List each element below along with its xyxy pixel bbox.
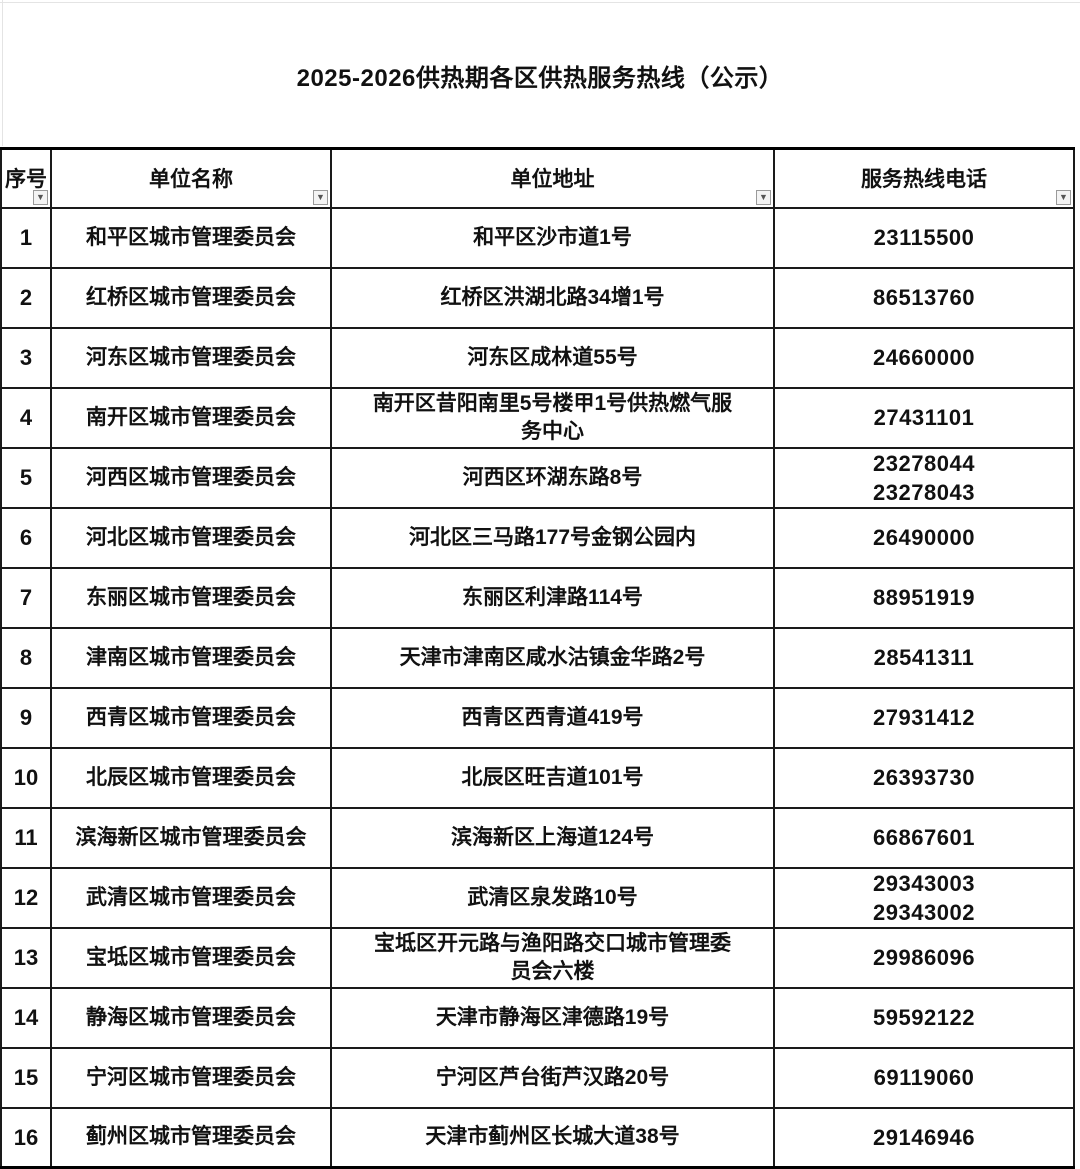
cell-hotline-phone: 69119060 [773,1046,1075,1109]
cell-unit-name: 宝坻区城市管理委员会 [50,926,332,989]
filter-dropdown-icon[interactable]: ▼ [756,189,771,205]
cell-unit-address: 西青区西青道419号 [330,686,775,749]
cell-hotline-phone: 29343003 29343002 [773,866,1075,929]
cell-hotline-phone: 26393730 [773,746,1075,809]
cell-row-number: 7 [0,566,52,629]
cell-row-number: 14 [0,986,52,1049]
filter-dropdown-icon[interactable]: ▼ [313,189,328,205]
cell-unit-name: 北辰区城市管理委员会 [50,746,332,809]
header-row: 序号 ▼ 单位名称 ▼ 单位地址 ▼ 服务热线电话 ▼ [0,147,1075,209]
cell-unit-name: 宁河区城市管理委员会 [50,1046,332,1109]
cell-unit-name: 津南区城市管理委员会 [50,626,332,689]
cell-unit-address: 北辰区旺吉道101号 [330,746,775,809]
cell-unit-address: 和平区沙市道1号 [330,206,775,269]
cell-row-number: 2 [0,266,52,329]
header-label-address: 单位地址 [510,168,595,192]
table-header: 序号 ▼ 单位名称 ▼ 单位地址 ▼ 服务热线电话 ▼ [0,147,1075,209]
hotline-table: 序号 ▼ 单位名称 ▼ 单位地址 ▼ 服务热线电话 ▼ 1 和平区城市管理委员会… [0,147,1075,1169]
cell-row-number: 15 [0,1046,52,1109]
table-row: 9 西青区城市管理委员会 西青区西青道419号 27931412 [0,686,1075,749]
table-row: 16 蓟州区城市管理委员会 天津市蓟州区长城大道38号 29146946 [0,1106,1075,1169]
table-body: 1 和平区城市管理委员会 和平区沙市道1号 23115500 2 红桥区城市管理… [0,206,1075,1169]
cell-unit-name: 南开区城市管理委员会 [50,386,332,449]
table-row: 10 北辰区城市管理委员会 北辰区旺吉道101号 26393730 [0,746,1075,809]
cell-unit-name: 和平区城市管理委员会 [50,206,332,269]
cell-hotline-phone: 23278044 23278043 [773,446,1075,509]
table-row: 14 静海区城市管理委员会 天津市静海区津德路19号 59592122 [0,986,1075,1049]
cell-hotline-phone: 27931412 [773,686,1075,749]
cell-row-number: 8 [0,626,52,689]
cell-hotline-phone: 29146946 [773,1106,1075,1169]
cell-unit-address: 红桥区洪湖北路34增1号 [330,266,775,329]
cell-row-number: 4 [0,386,52,449]
cell-row-number: 1 [0,206,52,269]
cell-hotline-phone: 66867601 [773,806,1075,869]
cell-row-number: 6 [0,506,52,569]
table-row: 6 河北区城市管理委员会 河北区三马路177号金钢公园内 26490000 [0,506,1075,569]
cell-hotline-phone: 27431101 [773,386,1075,449]
cell-row-number: 13 [0,926,52,989]
cell-unit-name: 静海区城市管理委员会 [50,986,332,1049]
cell-row-number: 5 [0,446,52,509]
header-label-phone: 服务热线电话 [861,168,987,192]
cell-row-number: 12 [0,866,52,929]
table-row: 5 河西区城市管理委员会 河西区环湖东路8号 23278044 23278043 [0,446,1075,509]
cell-hotline-phone: 26490000 [773,506,1075,569]
page-gridline-top [0,2,1080,3]
cell-unit-address: 南开区昔阳南里5号楼甲1号供热燃气服 务中心 [330,386,775,449]
table-row: 12 武清区城市管理委员会 武清区泉发路10号 29343003 2934300… [0,866,1075,929]
cell-unit-name: 蓟州区城市管理委员会 [50,1106,332,1169]
cell-unit-address: 天津市蓟州区长城大道38号 [330,1106,775,1169]
header-label-name: 单位名称 [149,168,233,192]
table-row: 2 红桥区城市管理委员会 红桥区洪湖北路34增1号 86513760 [0,266,1075,329]
cell-hotline-phone: 23115500 [773,206,1075,269]
header-cell-address: 单位地址 ▼ [330,147,775,209]
cell-unit-name: 滨海新区城市管理委员会 [50,806,332,869]
header-label-no: 序号 [5,168,47,192]
header-cell-no: 序号 ▼ [0,147,52,209]
page-title: 2025-2026供热期各区供热服务热线（公示） [296,65,784,92]
cell-hotline-phone: 59592122 [773,986,1075,1049]
cell-unit-address: 东丽区利津路114号 [330,566,775,629]
cell-row-number: 9 [0,686,52,749]
cell-unit-address: 天津市津南区咸水沽镇金华路2号 [330,626,775,689]
cell-unit-name: 西青区城市管理委员会 [50,686,332,749]
cell-unit-name: 河东区城市管理委员会 [50,326,332,389]
filter-dropdown-icon[interactable]: ▼ [33,189,48,205]
table-row: 8 津南区城市管理委员会 天津市津南区咸水沽镇金华路2号 28541311 [0,626,1075,689]
cell-unit-name: 河西区城市管理委员会 [50,446,332,509]
cell-hotline-phone: 24660000 [773,326,1075,389]
cell-unit-address: 天津市静海区津德路19号 [330,986,775,1049]
cell-row-number: 10 [0,746,52,809]
cell-hotline-phone: 86513760 [773,266,1075,329]
table-row: 1 和平区城市管理委员会 和平区沙市道1号 23115500 [0,206,1075,269]
cell-hotline-phone: 88951919 [773,566,1075,629]
cell-unit-name: 东丽区城市管理委员会 [50,566,332,629]
table-row: 7 东丽区城市管理委员会 东丽区利津路114号 88951919 [0,566,1075,629]
cell-unit-address: 宝坻区开元路与渔阳路交口城市管理委 员会六楼 [330,926,775,989]
table-row: 13 宝坻区城市管理委员会 宝坻区开元路与渔阳路交口城市管理委 员会六楼 299… [0,926,1075,989]
cell-unit-name: 武清区城市管理委员会 [50,866,332,929]
page-gridline-left [2,0,3,146]
cell-row-number: 11 [0,806,52,869]
cell-unit-address: 滨海新区上海道124号 [330,806,775,869]
cell-hotline-phone: 29986096 [773,926,1075,989]
cell-row-number: 16 [0,1106,52,1169]
cell-unit-address: 河北区三马路177号金钢公园内 [330,506,775,569]
cell-unit-name: 红桥区城市管理委员会 [50,266,332,329]
table-row: 15 宁河区城市管理委员会 宁河区芦台街芦汉路20号 69119060 [0,1046,1075,1109]
cell-row-number: 3 [0,326,52,389]
cell-unit-name: 河北区城市管理委员会 [50,506,332,569]
header-cell-name: 单位名称 ▼ [50,147,332,209]
cell-unit-address: 河东区成林道55号 [330,326,775,389]
table-row: 11 滨海新区城市管理委员会 滨海新区上海道124号 66867601 [0,806,1075,869]
filter-dropdown-icon[interactable]: ▼ [1056,189,1071,205]
table-row: 3 河东区城市管理委员会 河东区成林道55号 24660000 [0,326,1075,389]
table-row: 4 南开区城市管理委员会 南开区昔阳南里5号楼甲1号供热燃气服 务中心 2743… [0,386,1075,449]
cell-unit-address: 宁河区芦台街芦汉路20号 [330,1046,775,1109]
header-cell-phone: 服务热线电话 ▼ [773,147,1075,209]
cell-hotline-phone: 28541311 [773,626,1075,689]
cell-unit-address: 武清区泉发路10号 [330,866,775,929]
cell-unit-address: 河西区环湖东路8号 [330,446,775,509]
